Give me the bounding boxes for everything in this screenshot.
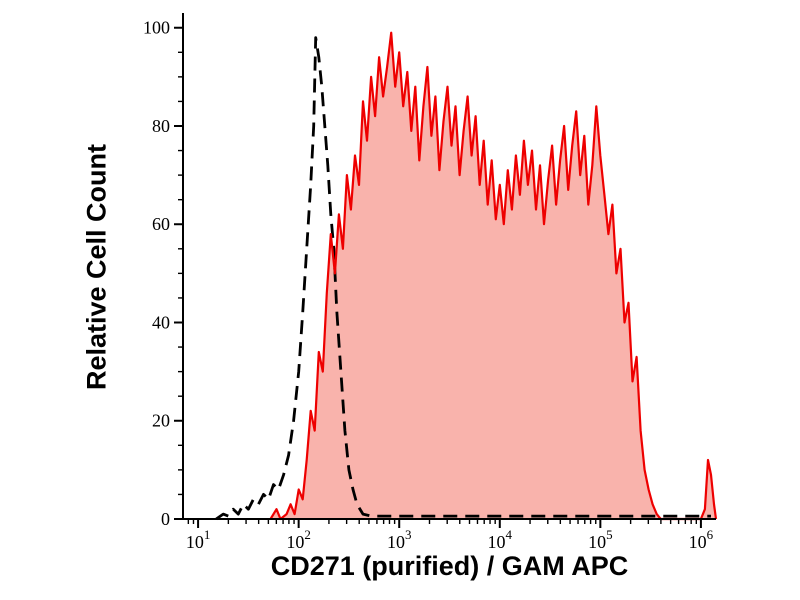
x-tick-label: 106 — [689, 527, 714, 552]
y-tick-label: 100 — [143, 18, 170, 38]
x-tick-label: 104 — [488, 527, 513, 552]
x-tick-label: 101 — [186, 527, 211, 552]
x-axis-label: CD271 (purified) / GAM APC — [270, 551, 629, 581]
x-tick-label: 105 — [588, 527, 613, 552]
red-filled-stained-histogram-line — [269, 31, 718, 521]
black-dashed-control-histogram-line — [215, 36, 711, 521]
y-tick-label: 60 — [152, 214, 170, 234]
y-tick-label: 80 — [152, 116, 170, 136]
x-tick-label: 102 — [286, 527, 311, 552]
y-tick-label: 40 — [152, 312, 170, 332]
y-tick-label: 20 — [152, 411, 170, 431]
red-filled-stained-histogram-fill — [270, 32, 716, 519]
x-tick-label: 103 — [387, 527, 412, 552]
y-axis-label: Relative Cell Count — [81, 143, 112, 391]
y-tick-label: 0 — [161, 509, 170, 529]
